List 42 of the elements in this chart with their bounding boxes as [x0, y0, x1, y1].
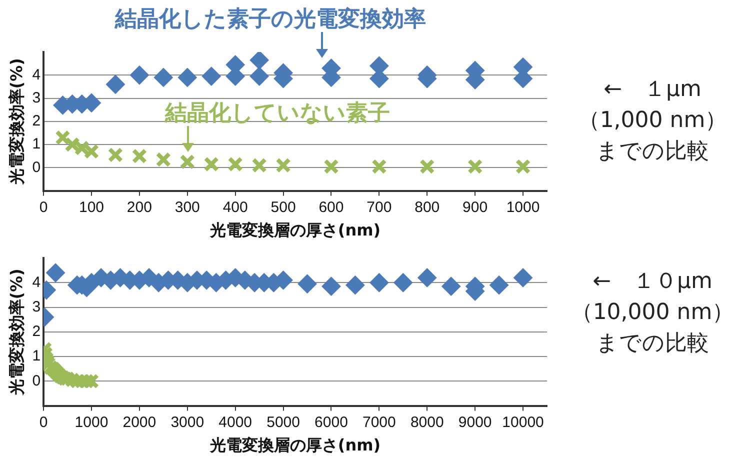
- y-tick-label: 3: [32, 89, 41, 106]
- x-axis-title: 光電変換層の厚さ(nm): [208, 220, 381, 240]
- series-label: 結晶化していない素子: [165, 100, 390, 128]
- x-tick-label: 1000: [74, 414, 108, 431]
- x-tick-label: 2000: [122, 414, 156, 431]
- x-tick-label: 8000: [410, 414, 444, 431]
- x-tick-label: 400: [222, 198, 248, 216]
- text: までの比較: [595, 138, 710, 166]
- y-tick-label: 1: [32, 136, 41, 153]
- x-tick-label: 1000: [506, 198, 540, 216]
- y-tick-label: 0: [32, 158, 41, 176]
- y-tick-label: 4: [32, 274, 41, 291]
- x-tick-label: 10000: [502, 414, 544, 431]
- x-tick-label: 900: [462, 198, 488, 216]
- x-tick-label: 5000: [266, 414, 300, 431]
- y-tick-label: 3: [32, 298, 41, 316]
- x-axis-title: 光電変換層の厚さ(nm): [208, 436, 381, 455]
- x-tick-label: 600: [318, 198, 344, 216]
- x-tick-label: 300: [174, 198, 200, 216]
- x-tick-label: 3000: [170, 414, 204, 431]
- x-tick-label: 700: [366, 198, 392, 216]
- y-tick-label: 4: [32, 66, 41, 84]
- x-tick-label: 4000: [218, 414, 252, 431]
- y-tick-label: 1: [32, 348, 41, 365]
- y-axis-title: 光電変換効率(%): [6, 268, 26, 396]
- series-label: 結晶化した素子の光電変換効率: [115, 6, 426, 34]
- x-tick-label: 200: [126, 198, 152, 216]
- text: ← １０μm: [592, 268, 714, 296]
- x-tick-label: 9000: [458, 414, 492, 431]
- text: （10,000 nm）: [570, 299, 736, 327]
- text: （1,000 nm）: [576, 107, 728, 135]
- x-tick-label: 100: [78, 198, 104, 216]
- x-tick-label: 7000: [362, 414, 396, 431]
- y-tick-label: 0: [32, 372, 41, 390]
- x-tick-label: 500: [270, 198, 296, 216]
- y-tick-label: 2: [32, 323, 41, 340]
- y-tick-label: 2: [32, 112, 41, 130]
- text: ← １μm: [602, 76, 702, 104]
- x-tick-label: 800: [414, 198, 440, 216]
- text: までの比較: [595, 330, 710, 358]
- x-tick-label: 6000: [314, 414, 348, 431]
- y-axis-title: 光電変換効率(%): [6, 58, 26, 186]
